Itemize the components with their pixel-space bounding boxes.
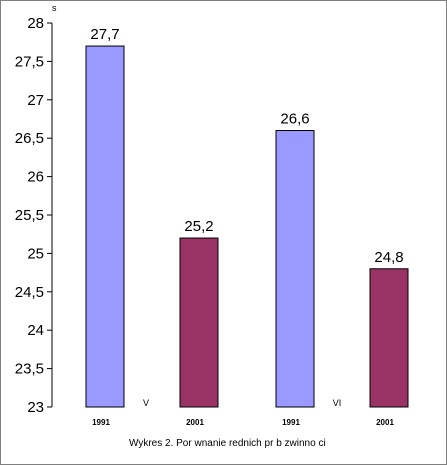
category-label: 1991 <box>92 418 110 427</box>
y-tick-label: 25 <box>27 245 44 262</box>
bar-1991-group1 <box>85 45 125 408</box>
y-tick-label: 24 <box>27 322 44 339</box>
y-tick-label: 27,5 <box>15 53 44 70</box>
data-label: 26,6 <box>280 111 309 128</box>
category-label: 1991 <box>282 418 300 427</box>
y-tick-label: 27 <box>27 92 44 109</box>
y-tick-label: 26,5 <box>15 130 44 147</box>
chart-caption: Wykres 2. Por wnanie rednich pr b zwinno… <box>129 438 326 449</box>
bars <box>85 45 409 408</box>
y-tick-label: 23 <box>27 399 44 416</box>
data-label: 24,8 <box>374 249 403 266</box>
y-axis-unit-label: s <box>52 3 57 13</box>
y-tick-label: 24,5 <box>15 284 44 301</box>
group-label: V <box>143 398 149 408</box>
bar-2001-group1 <box>179 237 219 408</box>
bar-2001-group2 <box>369 268 409 408</box>
y-tick-label: 23,5 <box>15 361 44 378</box>
y-axis-ticks: 23 23,5 24 24,5 25 25,5 26 26,5 27 27,5 28 <box>15 15 52 416</box>
group-labels: V VI <box>143 398 341 408</box>
y-tick-label: 25,5 <box>15 207 44 224</box>
bar-1991-group2 <box>275 130 315 408</box>
y-tick-label: 26 <box>27 169 44 186</box>
data-label: 27,7 <box>90 26 119 43</box>
category-label: 2001 <box>376 418 394 427</box>
x-axis-category-labels: 1991 2001 1991 2001 <box>92 418 394 427</box>
y-tick-label: 28 <box>27 15 44 32</box>
data-labels: 27,7 25,2 26,6 24,8 <box>90 26 403 266</box>
data-label: 25,2 <box>184 218 213 235</box>
category-label: 2001 <box>186 418 204 427</box>
group-label: VI <box>333 398 342 408</box>
